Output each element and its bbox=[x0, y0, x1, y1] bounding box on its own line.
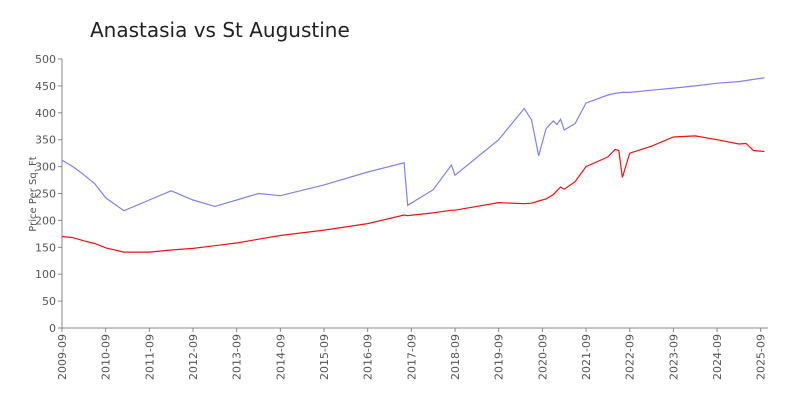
x-tick-label: 2017-09 bbox=[405, 334, 418, 380]
x-tick-label: 2020-09 bbox=[536, 334, 549, 380]
chart-title: Anastasia vs St Augustine bbox=[90, 18, 350, 42]
x-tick-label: 2025-09 bbox=[755, 334, 768, 380]
series-line bbox=[61, 77, 765, 212]
y-tick-label: 150 bbox=[35, 241, 56, 254]
y-tick-label: 300 bbox=[35, 161, 56, 174]
x-tick-label: 2023-09 bbox=[667, 334, 680, 380]
x-tick-label: 2021-09 bbox=[580, 334, 593, 380]
y-tick-label: 200 bbox=[35, 214, 56, 227]
x-tick-label: 2010-09 bbox=[100, 334, 113, 380]
y-axis-label: Price Per Sq. Ft bbox=[28, 156, 39, 231]
x-tick-label: 2024-09 bbox=[711, 334, 724, 380]
y-tick-label: 450 bbox=[35, 80, 56, 93]
x-tick-label: 2009-09 bbox=[56, 334, 69, 380]
x-tick-label: 2018-09 bbox=[449, 334, 462, 380]
x-tick-label: 2012-09 bbox=[187, 334, 200, 380]
x-tick-label: 2011-09 bbox=[143, 334, 156, 380]
x-tick-label: 2015-09 bbox=[318, 334, 331, 380]
x-tick-label: 2013-09 bbox=[231, 334, 244, 380]
x-tick-label: 2019-09 bbox=[493, 334, 506, 380]
y-tick-label: 0 bbox=[49, 322, 56, 335]
y-tick-label: 50 bbox=[42, 295, 56, 308]
y-tick-label: 400 bbox=[35, 107, 56, 120]
y-tick-label: 250 bbox=[35, 188, 56, 201]
x-tick-label: 2016-09 bbox=[362, 334, 375, 380]
x-tick-label: 2014-09 bbox=[274, 334, 287, 380]
y-tick-label: 500 bbox=[35, 53, 56, 66]
y-tick-label: 350 bbox=[35, 134, 56, 147]
series-line bbox=[61, 135, 765, 253]
y-tick-label: 100 bbox=[35, 268, 56, 281]
x-tick-label: 2022-09 bbox=[624, 334, 637, 380]
